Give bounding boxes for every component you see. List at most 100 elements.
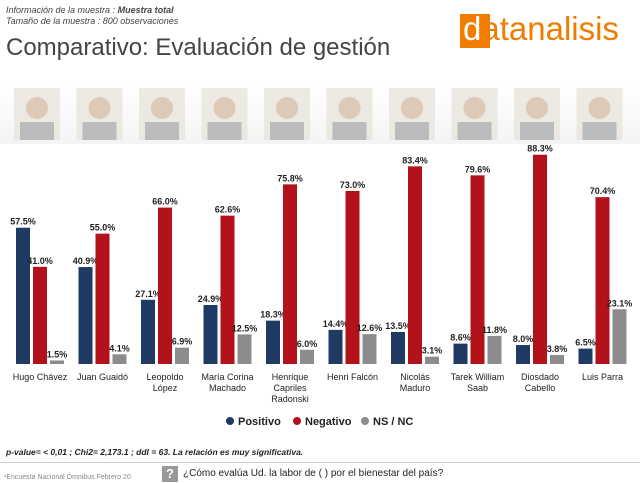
data-label: 3.1%: [422, 346, 443, 356]
photo-face: [151, 97, 173, 119]
footnote: p-value= < 0,01 ; Chi2= 2,173.1 ; ddl = …: [6, 447, 304, 457]
category-label: Diosdado Cabello: [520, 372, 560, 393]
data-label: 18.3%: [260, 310, 286, 320]
logo: datanalisis: [460, 10, 635, 50]
photo-body: [82, 122, 117, 140]
data-label: 24.9%: [198, 294, 224, 304]
data-label: 3.8%: [547, 344, 568, 354]
legend-label: Positivo: [238, 416, 281, 428]
sample-info-value: Muestra total: [117, 5, 174, 15]
bar: [362, 334, 377, 364]
data-label: 12.6%: [357, 323, 383, 333]
photo-body: [270, 122, 304, 140]
bar: [112, 354, 127, 364]
question: ¿Cómo evalúa Ud. la labor de ( ) por el …: [183, 468, 444, 479]
bar: [328, 329, 343, 364]
photo-face: [463, 97, 486, 119]
data-label: 12.5%: [232, 323, 258, 333]
bar: [220, 215, 235, 364]
data-label: 8.6%: [450, 333, 471, 343]
bar: [283, 184, 297, 364]
photo-face: [213, 97, 236, 119]
category-label: Henrique Capriles Radonski: [271, 372, 309, 404]
bar: [578, 348, 593, 364]
bar: [33, 266, 47, 364]
divider: [0, 462, 640, 463]
photo-face: [401, 97, 423, 119]
bar: [408, 166, 422, 364]
bar: [158, 207, 172, 364]
legend-label: Negativo: [305, 416, 352, 428]
photo-face: [88, 97, 111, 119]
data-label: 27.1%: [135, 289, 161, 299]
data-label: 73.0%: [340, 180, 366, 190]
data-label: 6.5%: [575, 338, 596, 348]
photo-face: [26, 97, 48, 119]
category-label: Tarek William Saab: [450, 372, 505, 393]
source: ¹Encuesta Nacional Ómnibus Febrero 20: [4, 474, 131, 481]
data-label: 75.8%: [277, 173, 303, 183]
photo-body: [332, 122, 367, 140]
bar: [391, 332, 405, 364]
logo-first-letter: d: [463, 10, 482, 47]
category-label: María Corina Machado: [201, 372, 254, 393]
data-label: 62.6%: [215, 205, 241, 215]
photo-body: [145, 122, 179, 140]
data-label: 40.9%: [73, 256, 99, 266]
bar: [425, 356, 439, 364]
bar: [237, 334, 252, 364]
legend-label: NS / NC: [373, 416, 413, 428]
photo-body: [207, 122, 242, 140]
data-label: 23.1%: [607, 298, 633, 308]
data-label: 57.5%: [10, 217, 36, 227]
bar: [487, 336, 502, 364]
data-label: 88.3%: [527, 144, 553, 154]
category-label: Luis Parra: [581, 372, 624, 382]
bar: [612, 309, 627, 364]
data-label: 6.9%: [172, 337, 193, 347]
data-label: 55.0%: [90, 223, 116, 233]
logo-rest: atanalisis: [481, 10, 619, 47]
bar: [300, 349, 314, 364]
data-label: 14.4%: [323, 319, 349, 329]
bar: [175, 347, 189, 364]
legend-marker: [226, 417, 234, 425]
bar: [533, 154, 547, 364]
photo-body: [520, 122, 554, 140]
data-label: 79.6%: [465, 164, 491, 174]
bar: [78, 267, 93, 364]
chart-title: Comparativo: Evaluación de gestión: [6, 34, 391, 61]
data-label: 4.1%: [109, 343, 130, 353]
bar: [50, 360, 64, 364]
logo-box: [460, 14, 490, 48]
question-icon: ?: [162, 466, 178, 482]
bar: [453, 343, 468, 364]
bar: [266, 320, 280, 364]
data-label: 13.5%: [385, 321, 411, 331]
bar: [203, 304, 218, 364]
sample-info: Información de la muestra : Muestra tota…: [6, 5, 174, 15]
legend-marker: [361, 417, 369, 425]
photo-body: [582, 122, 617, 140]
category-label: Nicolás Maduro: [399, 372, 431, 393]
data-label: 41.0%: [27, 256, 53, 266]
bar: [16, 227, 30, 364]
data-label: 83.4%: [402, 155, 428, 165]
data-label: 66.0%: [152, 197, 178, 207]
data-label: 1.5%: [47, 349, 68, 359]
photo-face: [276, 97, 298, 119]
photo-body: [395, 122, 429, 140]
bar: [95, 233, 110, 364]
category-label: Juan Guaidó: [76, 372, 129, 382]
data-label: 8.0%: [513, 334, 534, 344]
bar: [141, 299, 155, 364]
data-label: 11.8%: [482, 325, 507, 335]
sample-info-label: Información de la muestra :: [6, 5, 116, 15]
bar: [470, 175, 485, 364]
category-label: Henri Falcón: [326, 372, 379, 382]
legend-marker: [293, 417, 301, 425]
photo-face: [338, 97, 361, 119]
photo-face: [588, 97, 611, 119]
